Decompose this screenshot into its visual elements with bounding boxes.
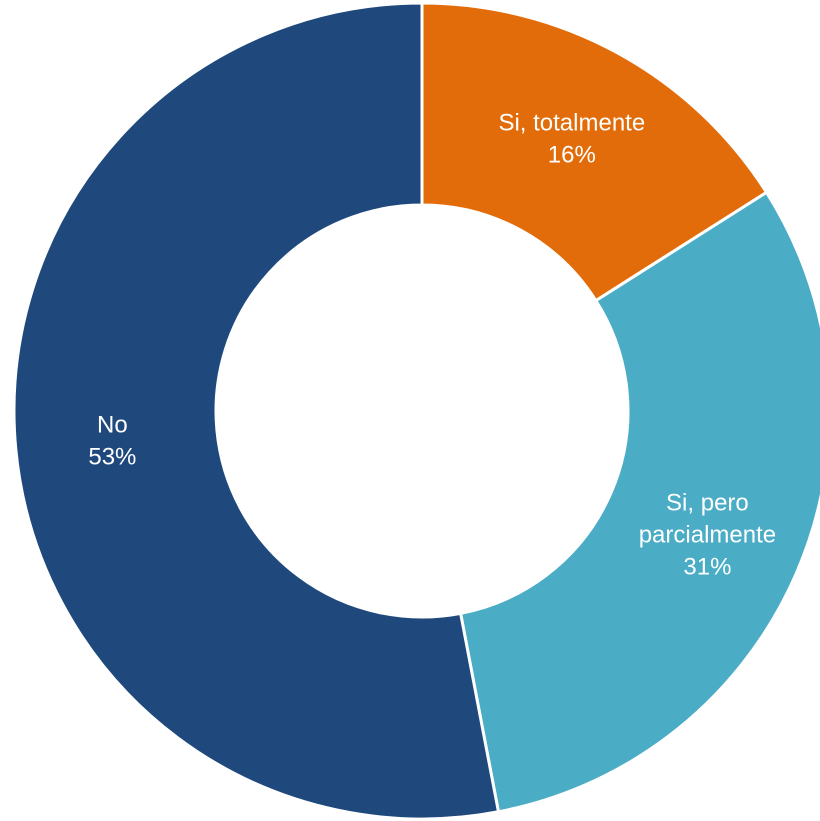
donut-labels: Si, totalmente 16% Si, pero parcialmente 31%…: [88, 109, 776, 580]
slice-value-label: 53%: [88, 443, 136, 470]
donut-slices: [12, 1, 820, 821]
slice-category-label: Si, pero: [666, 490, 749, 517]
slice-label-2: No 53%: [88, 411, 136, 470]
slice-1: [458, 190, 820, 814]
slice-category-label: Si, totalmente: [498, 109, 645, 136]
slice-category-label: parcialmente: [639, 522, 776, 549]
slice-category-label: No: [97, 411, 128, 438]
slice-value-label: 31%: [683, 554, 731, 581]
slice-0: [420, 1, 769, 303]
slice-2: [12, 1, 501, 821]
slice-label-1: Si, pero parcialmente 31%: [639, 490, 776, 581]
slice-value-label: 16%: [548, 141, 596, 168]
slice-label-0: Si, totalmente 16%: [498, 109, 645, 168]
